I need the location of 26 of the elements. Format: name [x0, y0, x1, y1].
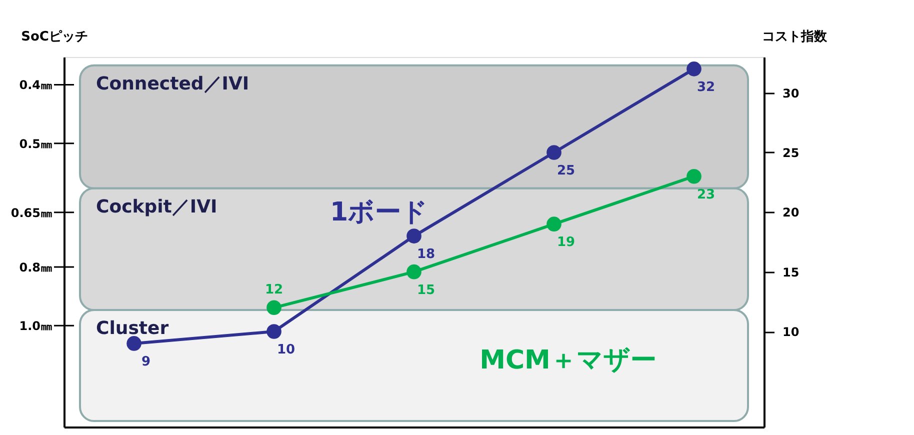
y2-tick-label: 15 — [782, 265, 800, 280]
y-tick-label: 0.8㎜ — [19, 260, 52, 274]
data-label: 15 — [416, 282, 436, 298]
y2-tick-label: 30 — [782, 86, 800, 100]
text: MCM＋マザー — [480, 345, 656, 376]
series-label: 1ボード — [330, 197, 428, 228]
y-tick-label: 0.5㎜ — [19, 136, 52, 151]
data-label: 12 — [264, 282, 284, 298]
y-tick-label: 0.65㎜ — [10, 206, 52, 220]
data-label: 19 — [556, 235, 576, 250]
data-label: 18 — [416, 247, 436, 262]
band-label: Cluster — [96, 318, 169, 340]
y-tick-label: 1.0㎜ — [19, 319, 52, 334]
y2-tick-label: 20 — [782, 206, 800, 220]
data-label: 10 — [276, 342, 296, 358]
band-label: Cockpit／IVI — [96, 196, 218, 218]
y-axis-title: SoCピッチ — [21, 30, 88, 44]
data-label: 25 — [556, 163, 576, 178]
band-label: Connected／IVI — [96, 73, 250, 94]
data-label: 9 — [141, 354, 151, 370]
data-label: 32 — [696, 80, 716, 95]
y2-axis-title: コスト指数 — [762, 30, 828, 44]
y2-tick-label: 25 — [782, 146, 800, 160]
y-tick-label: 0.4㎜ — [19, 78, 52, 92]
y2-tick-label: 10 — [782, 325, 800, 340]
data-label: 23 — [696, 187, 716, 202]
